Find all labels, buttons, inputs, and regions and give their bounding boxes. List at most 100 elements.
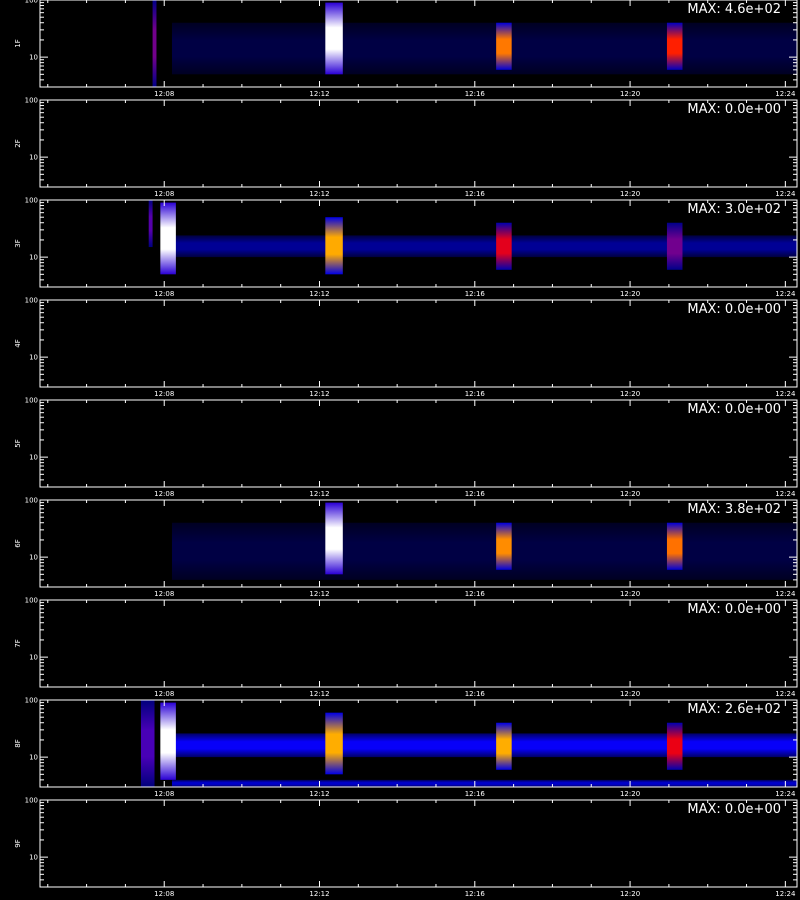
panel-label: 2F <box>14 139 22 147</box>
x-tick-label: 12:16 <box>465 190 486 198</box>
intensity-burst <box>496 22 512 70</box>
panel-background <box>40 800 797 887</box>
x-tick-label: 12:16 <box>465 790 486 798</box>
y-tick-label: 100 <box>25 697 38 705</box>
x-tick-label: 12:20 <box>620 290 640 298</box>
x-tick-label: 12:24 <box>775 490 796 498</box>
panel-background <box>40 300 797 387</box>
y-tick-label: 10 <box>29 854 38 862</box>
x-tick-label: 12:20 <box>620 390 640 398</box>
intensity-burst <box>152 0 157 87</box>
intensity-burst <box>496 222 512 270</box>
y-tick-label: 100 <box>25 197 38 205</box>
panel-frame <box>39 199 798 288</box>
y-tick-label: 10 <box>29 554 38 562</box>
panel-background <box>40 600 797 687</box>
panel-background <box>40 400 797 487</box>
intensity-burst <box>666 522 683 570</box>
panel-frame <box>39 299 798 388</box>
x-tick-label: 12:20 <box>620 90 640 98</box>
max-label: MAX: 0.0e+00 <box>687 602 781 617</box>
y-tick-label: 10 <box>29 454 38 462</box>
x-tick-label: 12:20 <box>620 490 640 498</box>
x-tick-label: 12:08 <box>154 190 174 198</box>
panel-frame <box>39 799 798 888</box>
max-label: MAX: 2.6e+02 <box>687 702 781 717</box>
x-tick-label: 12:08 <box>154 390 174 398</box>
intensity-burst <box>171 733 797 758</box>
x-tick-label: 12:16 <box>465 590 486 598</box>
intensity-burst <box>666 722 683 770</box>
x-tick-label: 12:12 <box>309 590 329 598</box>
x-tick-label: 12:24 <box>775 290 796 298</box>
intensity-burst <box>140 700 155 787</box>
x-tick-label: 12:16 <box>465 290 486 298</box>
x-tick-label: 12:16 <box>465 890 486 898</box>
x-tick-label: 12:08 <box>154 90 174 98</box>
x-tick-label: 12:20 <box>620 690 640 698</box>
y-tick-label: 10 <box>29 154 38 162</box>
x-tick-label: 12:16 <box>465 390 486 398</box>
max-label: MAX: 0.0e+00 <box>687 102 781 117</box>
panel-label: 8F <box>14 739 22 747</box>
max-label: MAX: 0.0e+00 <box>687 402 781 417</box>
x-tick-label: 12:16 <box>465 690 486 698</box>
y-tick-label: 100 <box>25 797 38 805</box>
panel-label: 5F <box>14 439 22 447</box>
panel-label: 3F <box>14 239 22 247</box>
x-tick-label: 12:16 <box>465 90 486 98</box>
intensity-burst <box>160 702 176 780</box>
intensity-burst <box>171 22 797 75</box>
x-tick-label: 12:12 <box>309 490 329 498</box>
intensity-burst <box>148 200 153 248</box>
panel-label: 7F <box>14 639 22 647</box>
x-tick-label: 12:24 <box>775 690 796 698</box>
panel-frame <box>39 399 798 488</box>
panel-frame <box>39 699 798 788</box>
y-tick-label: 10 <box>29 254 38 262</box>
x-tick-label: 12:12 <box>309 690 329 698</box>
y-tick-label: 100 <box>25 597 38 605</box>
max-label: MAX: 4.6e+02 <box>687 2 781 17</box>
max-label: MAX: 0.0e+00 <box>687 802 781 817</box>
x-tick-label: 12:12 <box>309 90 329 98</box>
panel-label: 9F <box>14 839 22 847</box>
panel-background <box>40 100 797 187</box>
x-tick-label: 12:12 <box>309 290 329 298</box>
panel-frame <box>39 499 798 588</box>
max-label: MAX: 3.8e+02 <box>687 502 781 517</box>
y-tick-label: 10 <box>29 754 38 762</box>
panel-label: 6F <box>14 539 22 547</box>
intensity-burst <box>325 502 343 575</box>
intensity-burst <box>171 779 797 787</box>
intensity-burst <box>325 217 343 275</box>
intensity-burst <box>325 2 343 75</box>
x-tick-label: 12:08 <box>154 490 174 498</box>
x-tick-label: 12:24 <box>775 190 796 198</box>
x-tick-label: 12:20 <box>620 890 640 898</box>
x-tick-label: 12:08 <box>154 890 174 898</box>
x-tick-label: 12:24 <box>775 590 796 598</box>
panel-frame <box>39 0 798 88</box>
x-tick-label: 12:12 <box>309 190 329 198</box>
x-tick-label: 12:08 <box>154 290 174 298</box>
x-tick-label: 12:08 <box>154 590 174 598</box>
intensity-burst <box>496 522 512 570</box>
intensity-burst <box>325 712 343 775</box>
panel-frame <box>39 99 798 188</box>
x-tick-label: 12:24 <box>775 390 796 398</box>
y-tick-label: 100 <box>25 97 38 105</box>
y-tick-label: 100 <box>25 397 38 405</box>
intensity-burst <box>666 22 683 70</box>
intensity-burst <box>171 522 797 580</box>
x-tick-label: 12:12 <box>309 390 329 398</box>
panel-label: 4F <box>14 339 22 347</box>
y-tick-label: 10 <box>29 54 38 62</box>
x-tick-label: 12:24 <box>775 90 796 98</box>
x-tick-label: 12:12 <box>309 790 329 798</box>
y-tick-label: 100 <box>25 297 38 305</box>
x-tick-label: 12:08 <box>154 690 174 698</box>
x-tick-label: 12:20 <box>620 790 640 798</box>
intensity-burst <box>160 202 176 275</box>
